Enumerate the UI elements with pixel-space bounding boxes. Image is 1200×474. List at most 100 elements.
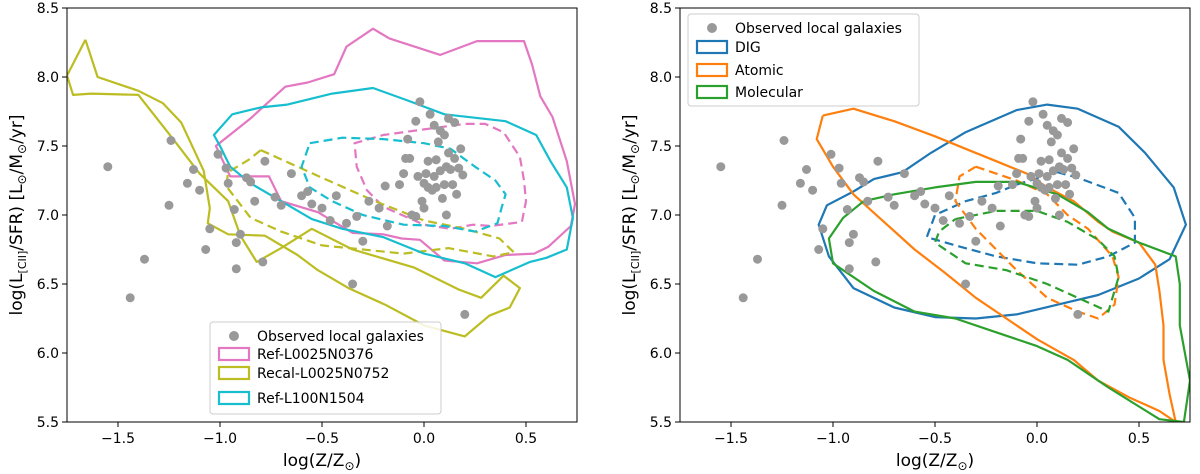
- observed-galaxy-point: [450, 153, 460, 163]
- y-tick-label: 7.0: [650, 208, 672, 224]
- legend-label-molecular: Molecular: [735, 85, 803, 101]
- observed-galaxy-point: [431, 155, 441, 165]
- observed-galaxy-point: [1028, 97, 1038, 107]
- observed-galaxy-point: [270, 192, 280, 202]
- observed-galaxy-point: [1046, 137, 1056, 147]
- observed-galaxy-point: [439, 130, 449, 140]
- observed-galaxy-point: [182, 178, 192, 188]
- observed-galaxy-point: [1044, 155, 1054, 165]
- observed-galaxy-point: [303, 187, 313, 196]
- observed-galaxy-point: [814, 245, 824, 254]
- observed-galaxy-point: [916, 187, 926, 196]
- observed-galaxy-point: [971, 236, 981, 246]
- observed-galaxy-point: [452, 189, 462, 199]
- y-tick-label: 8.0: [37, 70, 59, 86]
- observed-galaxy-point: [899, 169, 909, 179]
- observed-galaxy-point: [848, 229, 858, 239]
- observed-galaxy-point: [454, 163, 464, 173]
- y-tick-label: 6.0: [650, 346, 672, 362]
- legend-box-ref-l100: [217, 390, 251, 406]
- x-tick-label: 0.0: [1026, 431, 1048, 447]
- observed-galaxy-point: [842, 205, 852, 214]
- observed-galaxy-point: [441, 210, 451, 220]
- observed-galaxy-point: [317, 203, 327, 213]
- legend-box-atomic: [695, 62, 729, 78]
- x-tick-label: −1.0: [816, 431, 850, 447]
- left-panel: −1.5 −1.0 −0.5 0.0 0.5 5.5 6.0 6.5 7.0 7.5 8.0 8.5…: [7, 1, 578, 473]
- observed-galaxy-point: [399, 169, 409, 179]
- observed-galaxy-point: [938, 216, 948, 225]
- observed-galaxy-point: [987, 203, 997, 213]
- observed-galaxy-point: [944, 191, 954, 201]
- observed-galaxy-point: [205, 224, 215, 234]
- observed-galaxy-point: [1038, 109, 1048, 119]
- observed-galaxy-point: [889, 200, 899, 210]
- observed-galaxy-point: [871, 257, 881, 267]
- observed-galaxy-point: [286, 169, 296, 179]
- contour-atomic-solid: [815, 107, 1177, 422]
- right-observed-points: [716, 97, 1083, 319]
- observed-galaxy-point: [458, 170, 468, 180]
- observed-galaxy-point: [1059, 165, 1068, 174]
- contour-dig-solid: [817, 103, 1188, 320]
- y-tick-label: 7.0: [37, 208, 59, 224]
- observed-galaxy-point: [873, 156, 883, 166]
- observed-galaxy-point: [1052, 180, 1062, 190]
- observed-galaxy-point: [448, 180, 458, 190]
- observed-galaxy-point: [417, 196, 427, 206]
- legend-box-dig: [695, 39, 729, 55]
- observed-galaxy-point: [364, 196, 374, 206]
- contour-molecular-solid: [827, 180, 1190, 422]
- observed-galaxy-point: [738, 293, 748, 303]
- observed-galaxy-point: [195, 185, 205, 195]
- observed-galaxy-point: [920, 199, 930, 209]
- observed-galaxy-point: [260, 156, 270, 166]
- observed-galaxy-point: [423, 156, 433, 166]
- observed-galaxy-point: [1026, 171, 1036, 181]
- observed-galaxy-point: [1008, 180, 1017, 190]
- observed-galaxy-point: [753, 254, 762, 264]
- observed-galaxy-point: [716, 162, 726, 172]
- observed-galaxy-point: [1073, 309, 1083, 319]
- left-y-ticks: 5.5 6.0 6.5 7.0 7.5 8.0 8.5: [37, 1, 67, 431]
- observed-galaxy-point: [421, 169, 431, 179]
- observed-galaxy-point: [460, 309, 470, 319]
- observed-galaxy-point: [961, 279, 971, 289]
- legend-label-atomic: Atomic: [735, 63, 784, 79]
- observed-galaxy-point: [331, 191, 341, 201]
- observed-galaxy-point: [437, 193, 447, 203]
- observed-galaxy-point: [1050, 193, 1060, 203]
- legend-label-ref-l0025: Ref-L0025N0376: [257, 347, 374, 363]
- observed-galaxy-point: [1063, 153, 1073, 163]
- y-tick-label: 6.5: [650, 277, 672, 293]
- observed-galaxy-point: [103, 162, 113, 172]
- observed-galaxy-point: [415, 97, 425, 107]
- observed-galaxy-point: [1032, 203, 1042, 213]
- observed-galaxy-point: [307, 199, 317, 209]
- right-legend: Observed local galaxies DIG Atomic Molec…: [687, 13, 920, 107]
- observed-galaxy-point: [352, 211, 362, 221]
- right-legend-frame: [687, 13, 920, 107]
- observed-galaxy-point: [977, 196, 987, 206]
- observed-galaxy-point: [405, 153, 415, 163]
- right-contours: [815, 103, 1190, 422]
- observed-galaxy-point: [955, 218, 964, 228]
- legend-box-molecular: [695, 84, 729, 100]
- observed-galaxy-point: [223, 178, 233, 188]
- observed-galaxy-point: [993, 181, 1003, 191]
- observed-galaxy-point: [140, 254, 149, 264]
- observed-galaxy-point: [189, 165, 198, 174]
- x-tick-label: −0.5: [918, 431, 952, 447]
- observed-galaxy-point: [1057, 148, 1066, 158]
- observed-galaxy-point: [125, 293, 135, 303]
- legend-label-recal-l0025: Recal-L0025N0752: [257, 366, 389, 382]
- x-tick-label: −0.5: [305, 431, 339, 447]
- legend-box-ref-l0025: [217, 346, 251, 362]
- observed-galaxy-point: [995, 221, 1005, 231]
- observed-galaxy-point: [374, 203, 384, 213]
- y-tick-label: 8.0: [650, 70, 672, 86]
- observed-galaxy-point: [164, 200, 174, 210]
- observed-galaxy-point: [450, 118, 460, 127]
- observed-galaxy-point: [883, 192, 893, 202]
- contour-recal-l0025n0752-dashed: [225, 149, 515, 258]
